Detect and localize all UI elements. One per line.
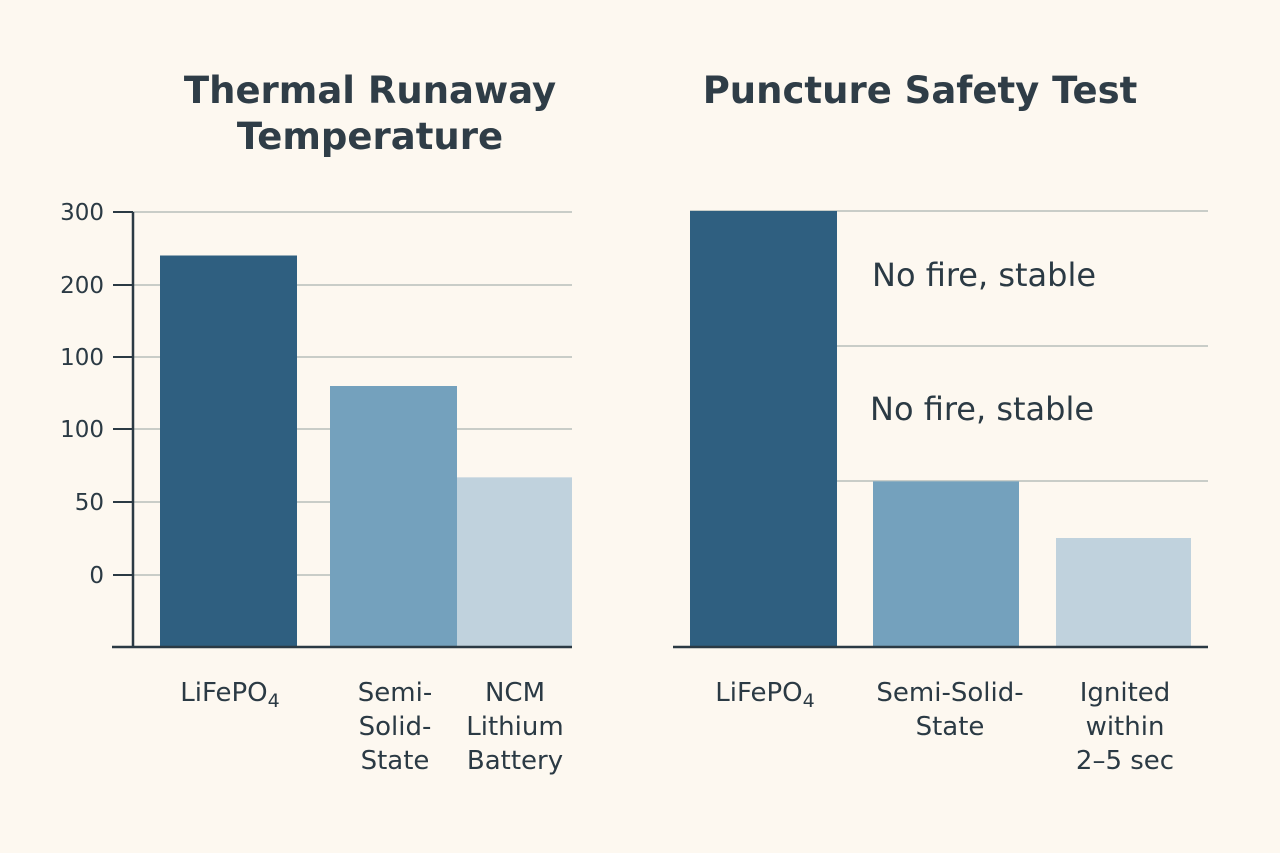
category-label-lifepo4-right: LiFePO4 <box>715 678 815 713</box>
y-tick-label-left: 300 <box>60 200 104 226</box>
y-tick-label-left: 200 <box>60 273 104 299</box>
category-label-ignited: Ignited within 2–5 sec <box>1075 678 1175 776</box>
y-tick-label-left: 100 <box>60 417 104 443</box>
bar-right-1 <box>873 481 1019 647</box>
y-tick-label-left: 0 <box>89 563 104 589</box>
y-tick-label-left: 50 <box>75 490 104 516</box>
chart-title-puncture: Puncture Safety Test <box>702 69 1138 112</box>
category-label-semi-solid-right: Semi-Solid- State <box>876 678 1024 742</box>
bar-left-0 <box>160 255 297 647</box>
category-label-semi-solid-left: Semi- Solid- State <box>357 678 433 776</box>
bar-right-0 <box>690 211 837 647</box>
bar-right-2 <box>1056 538 1191 647</box>
annotation-no-fire-2: No fire, stable <box>870 390 1095 428</box>
bar-left-2 <box>457 477 572 647</box>
category-label-lifepo4-left: LiFePO4 <box>180 678 280 713</box>
annotation-no-fire-1: No fire, stable <box>872 256 1097 294</box>
category-label-ncm: NCM Lithium Battery <box>466 678 564 776</box>
bar-left-1 <box>330 386 457 647</box>
y-tick-label-left: 100 <box>60 345 104 371</box>
chart-title-thermal: Thermal Runaway Temperature <box>183 69 557 158</box>
